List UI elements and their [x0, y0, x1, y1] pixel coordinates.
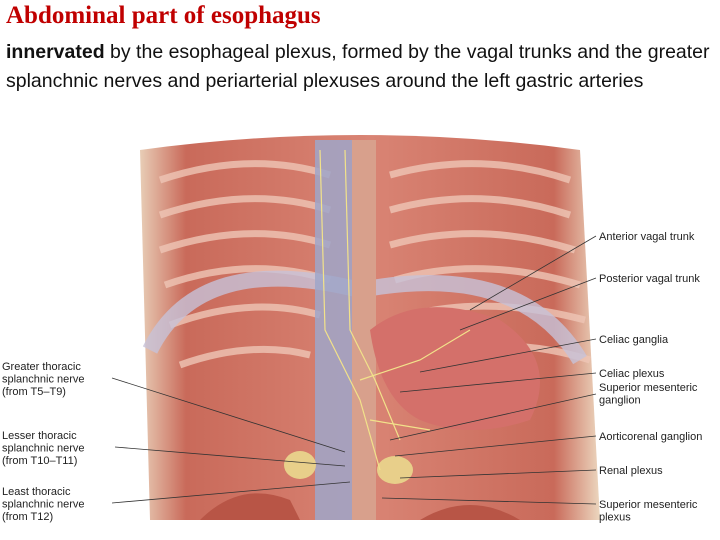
figure-label: (from T5–T9): [2, 386, 66, 398]
figure-label: splanchnic nerve: [2, 374, 85, 386]
bold-term: innervated: [6, 41, 105, 63]
figure-label: Anterior vagal trunk: [599, 231, 695, 243]
illustration: [140, 135, 600, 520]
figure-label: (from T12): [2, 511, 53, 523]
figure-label: Celiac plexus: [599, 368, 665, 380]
figure-label: Least thoracic: [2, 486, 71, 498]
figure-label: plexus: [599, 512, 631, 524]
figure-label: Celiac ganglia: [599, 334, 669, 346]
figure-label: Greater thoracic: [2, 361, 81, 373]
figure-label: Aorticorenal ganglion: [599, 431, 702, 443]
figure-label: splanchnic nerve: [2, 443, 85, 455]
figure-label: Renal plexus: [599, 465, 663, 477]
slide-title: Abdominal part of esophagus: [6, 2, 321, 29]
body-sentence: by the esophageal plexus, formed by the …: [6, 41, 710, 92]
figure-label: Lesser thoracic: [2, 430, 77, 442]
figure-label: Superior mesenteric: [599, 499, 698, 511]
figure-label: Superior mesenteric: [599, 382, 698, 394]
figure-label: Posterior vagal trunk: [599, 273, 700, 285]
figure-label: ganglion: [599, 395, 641, 407]
leader-lines: [111, 235, 597, 505]
figure-label: (from T10–T11): [2, 455, 77, 467]
figure-label: splanchnic nerve: [2, 499, 85, 511]
body-text: innervated by the esophageal plexus, for…: [6, 38, 712, 96]
